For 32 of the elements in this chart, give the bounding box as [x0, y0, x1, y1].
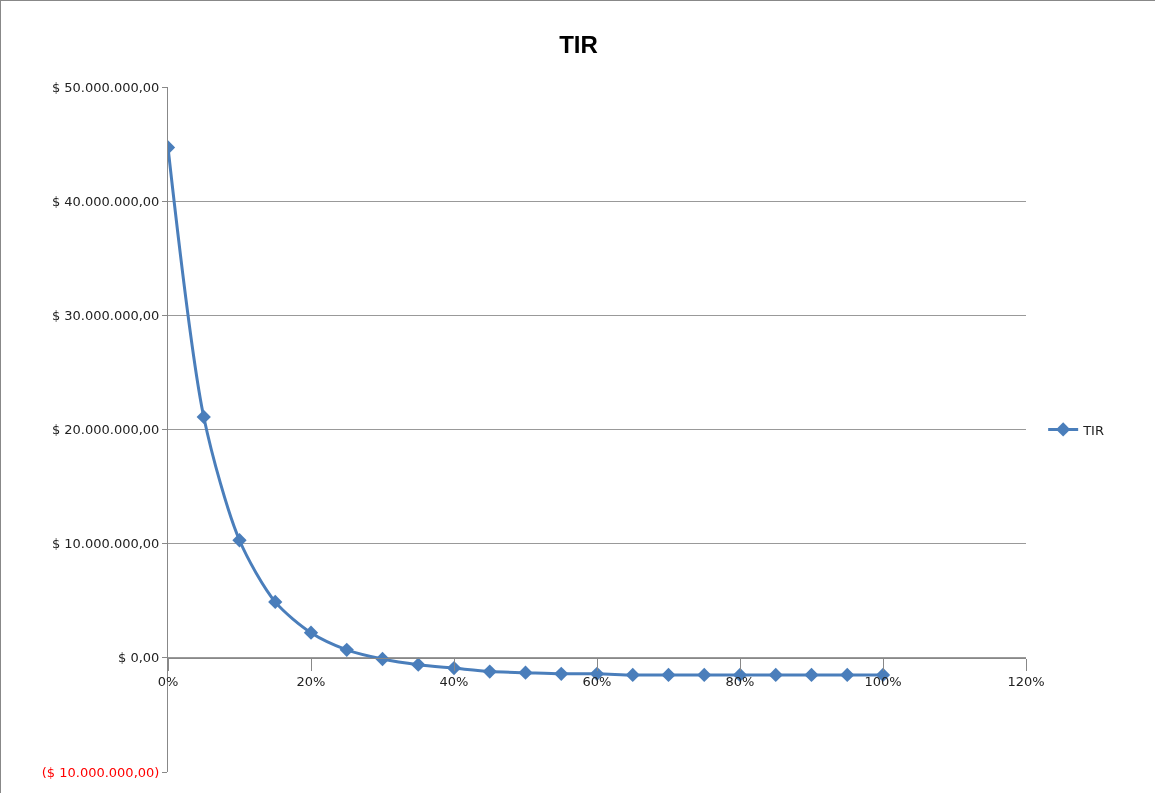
x-tick-label: 20%	[296, 674, 326, 690]
legend-label: TIR	[1082, 422, 1104, 438]
point	[768, 667, 783, 683]
y-tick-label: $ 20.000.000,00	[51, 422, 160, 438]
x-tick-label: 0%	[157, 674, 179, 690]
y-tick-label: $ 50.000.000,00	[51, 79, 160, 95]
point	[625, 667, 640, 683]
x-tick-label: 60%	[582, 674, 612, 690]
point	[482, 664, 497, 679]
x-tick-label: 80%	[725, 674, 755, 690]
point	[232, 533, 247, 548]
point	[518, 665, 533, 680]
y-tick-label: $ 0,00	[118, 650, 160, 666]
point	[661, 667, 676, 683]
x-tick-label: 100%	[864, 674, 902, 690]
point	[446, 660, 462, 676]
y-tick-label: $ 40.000.000,00	[51, 193, 160, 209]
x-tick-label: 40%	[439, 674, 469, 690]
point	[840, 667, 855, 683]
y-tick-label: ($ 10.000.000,00)	[41, 764, 160, 780]
point	[196, 409, 211, 425]
y-tick-label: $ 10.000.000,00	[51, 536, 160, 552]
point	[804, 667, 819, 683]
point	[339, 642, 354, 657]
point	[268, 594, 283, 610]
point	[697, 667, 712, 683]
x-tick-label: 120%	[1007, 674, 1045, 690]
y-tick-label: $ 30.000.000,00	[51, 307, 160, 323]
point	[554, 666, 569, 681]
point	[303, 625, 319, 640]
chart-title: TIR	[559, 31, 598, 59]
point	[411, 657, 426, 672]
